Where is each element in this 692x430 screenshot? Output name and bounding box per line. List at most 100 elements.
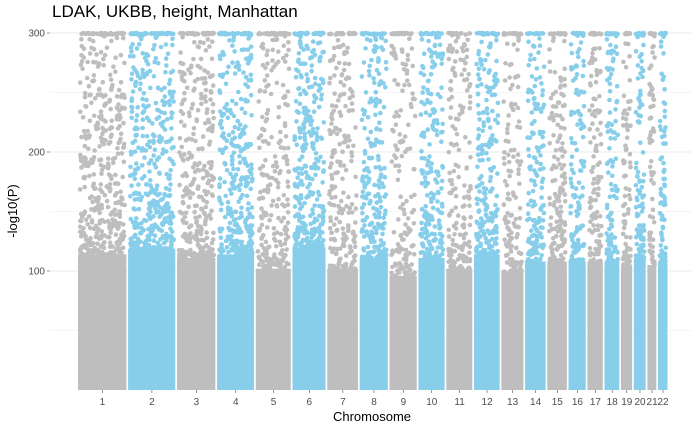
data-point xyxy=(638,71,643,76)
data-point xyxy=(429,231,435,237)
data-point xyxy=(277,258,283,264)
data-point xyxy=(276,215,281,221)
data-point xyxy=(597,93,602,99)
data-point xyxy=(332,237,338,243)
data-point xyxy=(538,109,544,114)
data-point xyxy=(285,145,291,151)
data-point xyxy=(334,250,339,256)
data-point xyxy=(552,226,557,232)
data-point xyxy=(168,217,173,223)
data-point xyxy=(562,149,567,154)
data-point xyxy=(85,222,90,227)
data-point xyxy=(329,172,334,178)
data-point xyxy=(188,231,193,236)
data-point xyxy=(439,139,444,144)
capped-point xyxy=(371,31,377,36)
data-point xyxy=(161,240,167,246)
capped-point xyxy=(94,31,100,37)
data-point xyxy=(474,247,479,252)
data-point xyxy=(516,250,522,255)
data-point xyxy=(637,54,642,59)
data-point xyxy=(90,38,96,44)
data-point xyxy=(197,39,203,45)
data-point xyxy=(235,60,240,65)
data-point xyxy=(82,94,88,100)
data-point xyxy=(484,84,489,89)
data-point xyxy=(420,90,426,95)
data-point xyxy=(478,241,483,247)
data-point xyxy=(552,240,557,246)
data-point xyxy=(139,148,145,153)
data-point xyxy=(156,138,161,144)
data-point xyxy=(361,112,367,117)
data-point xyxy=(639,102,645,108)
data-point xyxy=(423,225,428,231)
data-point xyxy=(515,47,520,53)
data-point xyxy=(238,182,244,187)
data-point xyxy=(109,87,114,92)
data-point xyxy=(464,165,470,170)
data-point xyxy=(476,111,482,116)
data-point xyxy=(587,81,593,86)
data-point xyxy=(205,37,211,42)
data-point xyxy=(236,67,242,72)
data-point xyxy=(80,66,85,72)
data-point xyxy=(362,223,367,228)
data-point xyxy=(296,51,302,56)
data-point xyxy=(494,241,499,247)
data-point xyxy=(453,205,459,210)
data-point xyxy=(161,208,166,214)
data-point xyxy=(300,182,305,187)
data-point xyxy=(257,89,263,94)
data-point xyxy=(109,118,114,124)
data-point xyxy=(404,68,410,73)
data-point xyxy=(204,110,210,116)
data-point xyxy=(369,234,375,240)
data-point xyxy=(555,157,561,162)
data-point xyxy=(247,55,253,60)
data-point xyxy=(435,199,440,204)
data-point xyxy=(480,157,485,163)
data-point xyxy=(411,252,417,257)
data-point xyxy=(581,103,587,109)
data-point xyxy=(437,226,442,231)
data-point xyxy=(128,248,133,253)
data-point xyxy=(476,208,482,213)
data-point xyxy=(552,69,558,75)
data-point xyxy=(475,72,481,77)
data-point xyxy=(572,250,578,255)
data-point xyxy=(474,61,479,67)
data-point xyxy=(169,115,174,120)
data-point xyxy=(119,195,124,200)
data-point xyxy=(319,96,324,102)
data-point xyxy=(365,244,371,250)
data-point xyxy=(509,212,514,218)
data-point xyxy=(328,215,333,220)
data-point xyxy=(447,213,452,218)
data-point xyxy=(483,212,489,217)
capped-point xyxy=(592,31,598,36)
data-point xyxy=(393,163,398,168)
data-point xyxy=(597,108,603,114)
data-point xyxy=(351,143,356,149)
data-point xyxy=(309,235,315,240)
data-point xyxy=(209,208,214,214)
data-point xyxy=(83,133,89,139)
data-point xyxy=(540,245,545,250)
data-point xyxy=(242,160,248,166)
data-point xyxy=(456,147,462,153)
data-point xyxy=(284,157,290,163)
data-point xyxy=(186,204,191,210)
data-point xyxy=(446,227,452,233)
data-point xyxy=(210,102,216,107)
data-point xyxy=(198,91,204,97)
data-point xyxy=(375,183,381,188)
data-point xyxy=(132,149,138,154)
data-point xyxy=(265,48,270,54)
data-point xyxy=(485,216,491,222)
data-point xyxy=(162,204,168,209)
data-point xyxy=(318,154,323,160)
capped-point xyxy=(623,31,628,37)
data-point xyxy=(375,253,381,259)
